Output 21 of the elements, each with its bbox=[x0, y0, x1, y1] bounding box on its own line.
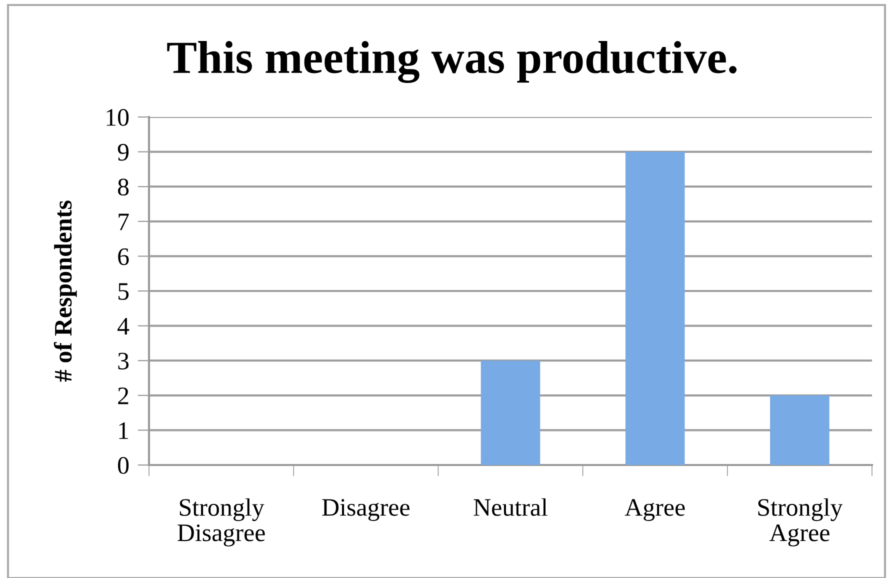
y-tick-label: 9 bbox=[118, 144, 129, 161]
x-tick-label: Neutral bbox=[474, 498, 548, 516]
x-tick-label: Strongly Agree bbox=[758, 498, 843, 546]
y-tick-label: 8 bbox=[118, 178, 129, 196]
y-tick-label: 5 bbox=[118, 283, 129, 300]
y-tick-label: 0 bbox=[118, 457, 129, 474]
y-axis-title: # of Respondents bbox=[54, 200, 77, 382]
y-tick-label: 7 bbox=[118, 214, 129, 230]
x-tick-label: Disagree bbox=[322, 499, 410, 522]
bar bbox=[480, 360, 540, 465]
chart-title: This meeting was productive. bbox=[167, 41, 737, 83]
bar bbox=[625, 152, 685, 465]
x-tick-label: Strongly Disagree bbox=[178, 498, 265, 546]
y-tick-label: 1 bbox=[119, 422, 128, 439]
x-tick-label: Agree bbox=[624, 499, 685, 522]
y-tick-label: 6 bbox=[118, 248, 129, 266]
y-tick-label: 3 bbox=[118, 352, 129, 370]
y-tick-label: 4 bbox=[118, 318, 130, 334]
y-tick-label: 2 bbox=[118, 388, 128, 404]
bar bbox=[770, 395, 830, 465]
y-tick-label: 10 bbox=[106, 109, 129, 126]
